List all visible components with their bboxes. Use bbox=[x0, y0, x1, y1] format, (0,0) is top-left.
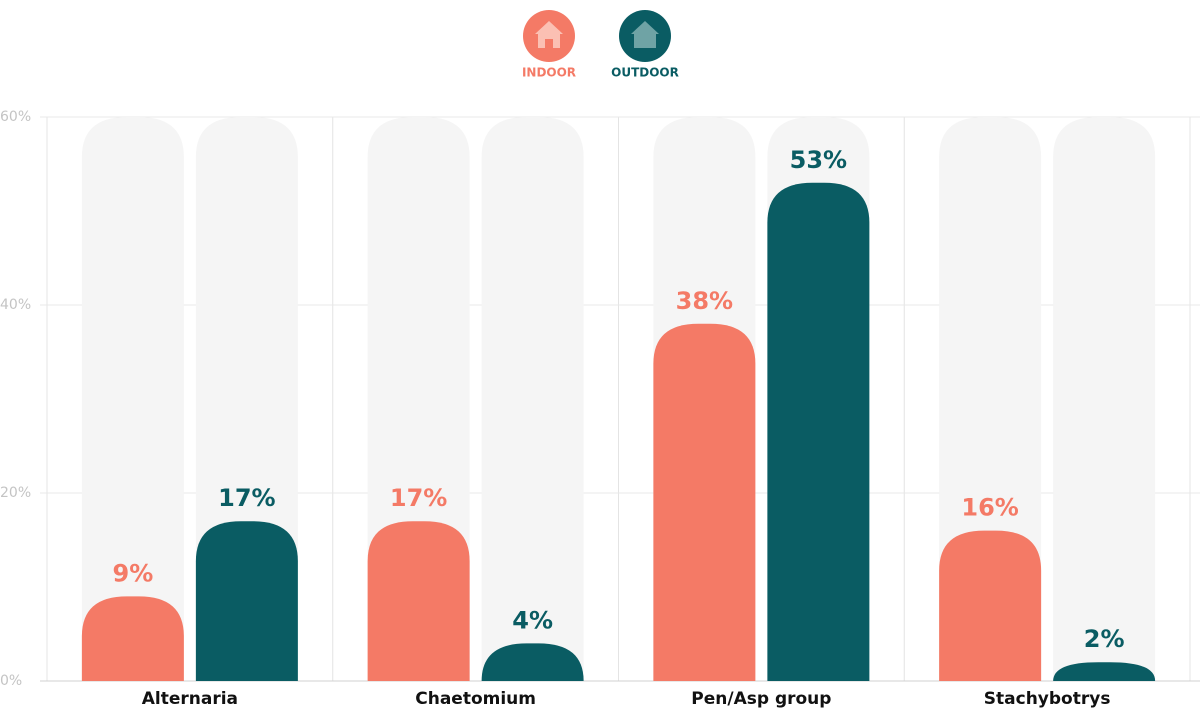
bar bbox=[653, 323, 756, 681]
bar-track bbox=[81, 117, 184, 681]
value-label: 16% bbox=[961, 494, 1018, 522]
value-label: 17% bbox=[390, 484, 447, 512]
bar-track bbox=[481, 117, 584, 681]
legend-icon bbox=[535, 21, 563, 48]
y-tick-label: 20% bbox=[0, 485, 31, 501]
legend-item: OUTDOOR bbox=[611, 10, 679, 80]
legend-label: INDOOR bbox=[522, 66, 576, 80]
y-tick-label: 0% bbox=[0, 673, 22, 689]
value-label: 2% bbox=[1084, 625, 1125, 653]
bar-track bbox=[1053, 117, 1156, 681]
value-label: 53% bbox=[790, 146, 847, 174]
x-tick-label: Chaetomium bbox=[415, 689, 536, 709]
bar bbox=[81, 596, 184, 681]
value-label: 17% bbox=[218, 484, 275, 512]
value-label: 9% bbox=[113, 559, 154, 587]
bar bbox=[939, 530, 1042, 681]
y-tick-label: 60% bbox=[0, 109, 31, 125]
bar bbox=[481, 643, 584, 681]
y-tick-label: 40% bbox=[0, 297, 31, 313]
legend-icon-door bbox=[545, 39, 553, 48]
value-label: 38% bbox=[676, 287, 733, 315]
bar bbox=[1053, 662, 1156, 681]
legend-item: INDOOR bbox=[522, 10, 576, 80]
value-label: 4% bbox=[512, 606, 553, 634]
bar bbox=[767, 182, 870, 682]
x-tick-label: Stachybotrys bbox=[984, 689, 1111, 709]
legend-icon bbox=[631, 21, 659, 48]
bar bbox=[367, 521, 470, 681]
x-tick-label: Pen/Asp group bbox=[691, 689, 831, 709]
legend-label: OUTDOOR bbox=[611, 66, 679, 80]
bar bbox=[195, 521, 298, 681]
x-tick-label: Alternaria bbox=[142, 689, 238, 709]
